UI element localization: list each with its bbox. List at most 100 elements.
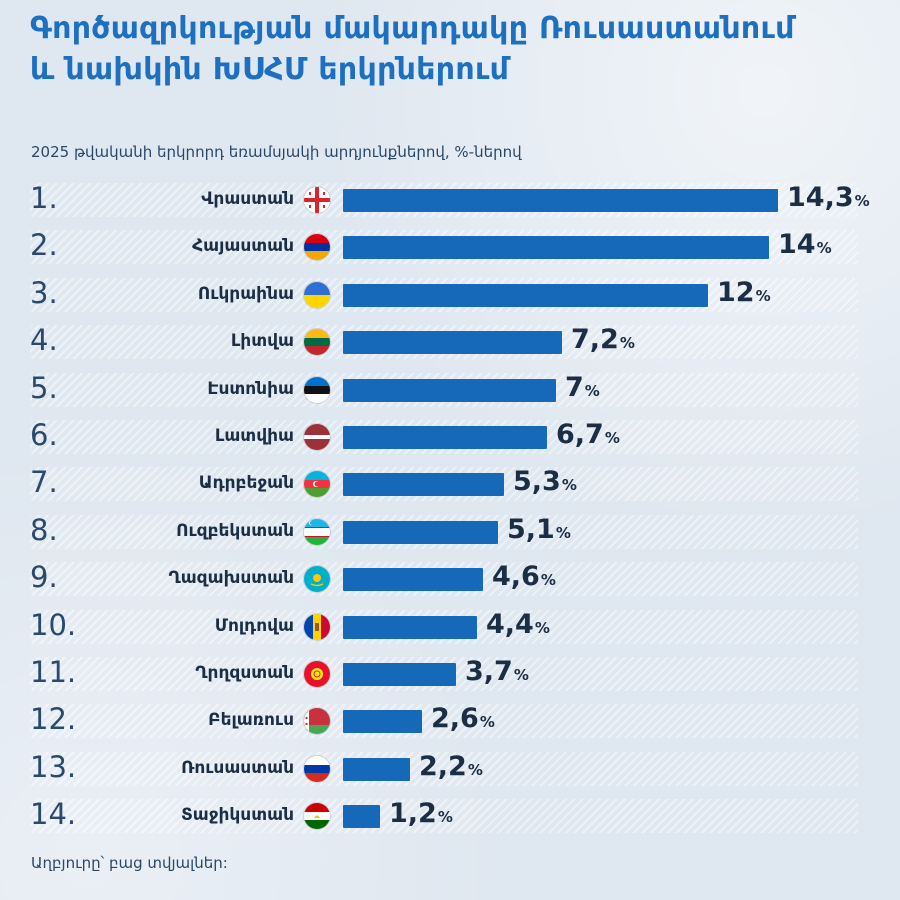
rank-label: 11. (30, 655, 77, 689)
uzbekistan-flag-icon (304, 518, 330, 545)
bar (343, 568, 483, 592)
country-label: Մոլդովա (214, 615, 294, 636)
georgia-flag-icon (304, 187, 330, 213)
rank-label: 14. (30, 797, 77, 832)
value-label: 4,4% (486, 609, 550, 640)
azerbaijan-flag-icon (304, 471, 330, 498)
value-unit: % (467, 760, 483, 779)
value-unit: % (540, 571, 556, 590)
value-number: 3,7 (465, 656, 513, 687)
country-label: Տաջիկստան (180, 805, 294, 826)
latvia-flag-icon (304, 424, 330, 450)
country-label: Ադրբեջան (198, 473, 294, 494)
value-unit: % (816, 239, 832, 258)
country-label: Լատվիա (214, 426, 294, 446)
bar-row: 5. Էստոնիա 7% (0, 370, 900, 410)
armenia-flag-icon (304, 234, 330, 261)
country-label: Լիտվա (230, 331, 294, 352)
bar-row: 14. Տաջիկստան 1,2% (0, 796, 900, 836)
value-label: 14% (778, 229, 832, 260)
value-label: 7,2% (571, 324, 635, 355)
value-label: 1,2% (389, 798, 453, 829)
ukraine-flag-icon (304, 281, 330, 308)
rank-label: 2. (30, 228, 58, 263)
bar-row: 10. Մոլդովա 4,4% (0, 607, 900, 647)
value-unit: % (755, 286, 771, 305)
value-label: 4,6% (492, 561, 556, 592)
chart-subtitle: 2025 թվականի երկրորդ եռամսյակի արդյունքն… (31, 143, 522, 161)
value-unit: % (437, 808, 453, 827)
rank-label: 10. (30, 607, 77, 642)
chart-title: Գործազրկության մակարդակը Ռուսաստանում և … (30, 8, 870, 90)
rank-label: 3. (30, 275, 58, 310)
bar-row: 3. Ուկրաինա 12% (0, 275, 900, 315)
rank-label: 12. (30, 702, 77, 737)
value-label: 6,7% (556, 419, 620, 450)
kazakhstan-flag-icon (304, 566, 330, 593)
moldova-flag-icon (304, 613, 330, 640)
value-number: 12 (717, 276, 755, 308)
country-label: Ղրղզստան (195, 663, 294, 683)
bar (343, 757, 410, 781)
rank-label: 4. (30, 323, 58, 358)
tajikistan-flag-icon (304, 803, 330, 830)
value-label: 5,1% (507, 514, 571, 545)
kyrgyzstan-flag-icon (304, 661, 330, 687)
bar-row: 11. Ղրղզստան 3,7% (0, 654, 900, 694)
rank-label: 8. (30, 512, 58, 547)
bar (343, 663, 456, 686)
bar-row: 12. Բելառուս 2,6% (0, 701, 900, 741)
rank-label: 6. (30, 418, 58, 452)
value-label: 2,2% (419, 751, 483, 782)
bar-row: 6. Լատվիա 6,7% (0, 417, 900, 457)
rank-label: 5. (30, 370, 58, 405)
value-unit: % (555, 523, 571, 542)
bar (343, 283, 708, 307)
value-number: 14 (778, 229, 816, 261)
value-label: 12% (717, 277, 771, 308)
value-label: 5,3% (513, 466, 577, 497)
bar-row: 7. Ադրբեջան 5,3% (0, 464, 900, 504)
value-label: 3,7% (465, 656, 529, 687)
value-number: 2,6 (431, 703, 479, 735)
bar (343, 473, 504, 497)
value-label: 14,3% (787, 182, 870, 213)
bar (343, 710, 422, 734)
country-label: Վրաստան (201, 189, 294, 209)
bar (343, 805, 380, 829)
lithuania-flag-icon (304, 329, 330, 356)
rank-label: 7. (30, 465, 58, 500)
country-label: Հայաստան (192, 236, 294, 257)
value-label: 2,6% (431, 703, 495, 734)
value-unit: % (534, 618, 550, 637)
value-number: 5,3 (513, 466, 561, 498)
bar-row: 4. Լիտվա 7,2% (0, 322, 900, 362)
value-number: 14,3 (787, 182, 854, 213)
value-unit: % (619, 334, 635, 353)
country-label: Էստոնիա (207, 378, 294, 399)
bar (343, 520, 498, 544)
value-unit: % (584, 381, 600, 400)
value-label: 7% (565, 372, 600, 403)
bar (343, 615, 477, 639)
rank-label: 9. (30, 560, 58, 595)
rank-label: 1. (30, 181, 58, 215)
estonia-flag-icon (304, 376, 330, 403)
bar-row: 9. Ղազախստան 4,6% (0, 559, 900, 599)
bar (343, 426, 547, 449)
bar (343, 189, 778, 212)
bar-row: 2. Հայաստան 14% (0, 227, 900, 267)
value-number: 7,2 (571, 324, 619, 356)
chart-title-line-2: և նախկին ԽՍՀՄ երկրներում (30, 52, 510, 87)
value-unit: % (854, 192, 870, 210)
country-label: Ուզբեկստան (176, 520, 294, 541)
value-number: 6,7 (556, 419, 604, 450)
rank-label: 13. (30, 749, 77, 784)
country-label: Բելառուս (208, 710, 294, 731)
bar-row: 1. Վրաստան 14,3% (0, 180, 900, 220)
row-stripe (30, 704, 858, 739)
country-label: Ղազախստան (168, 568, 294, 589)
row-stripe (30, 751, 858, 786)
value-unit: % (479, 713, 495, 732)
value-unit: % (561, 476, 577, 495)
